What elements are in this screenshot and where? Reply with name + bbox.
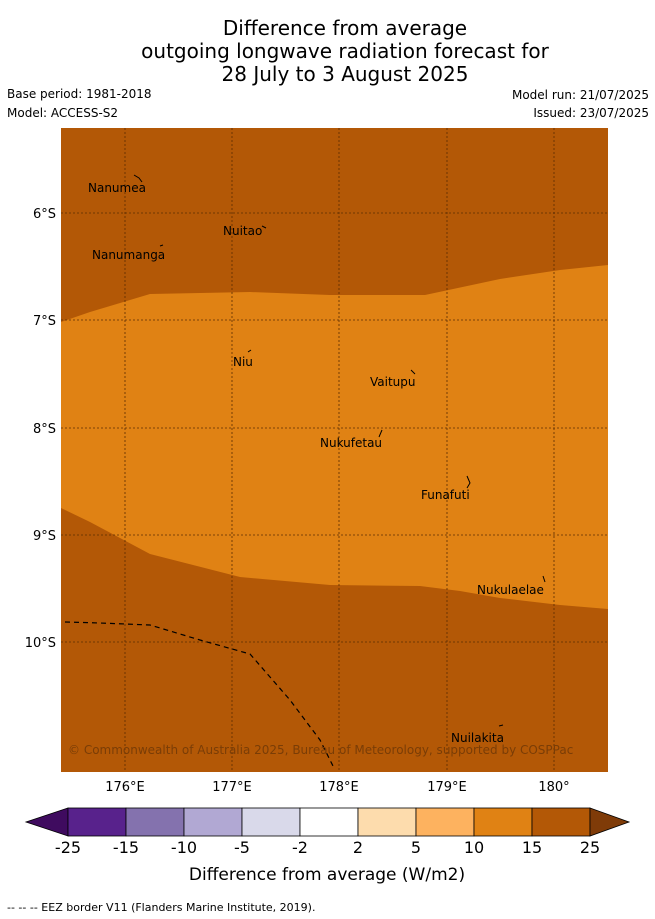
lon-label-176e: 176°E xyxy=(105,780,145,795)
lon-label-180: 180° xyxy=(538,780,569,795)
island-shape-niu xyxy=(247,349,252,353)
island-shape-nuitao xyxy=(261,225,267,229)
colorbar: -25 -15 -10 -5 -2 2 5 10 15 25 xyxy=(24,807,631,857)
island-label-nukulaelae: Nukulaelae xyxy=(477,583,544,597)
copyright-credit: © Commonwealth of Australia 2025, Bureau… xyxy=(68,743,573,757)
island-label-nuitao: Nuitao xyxy=(223,224,262,238)
issued-date: Issued: 23/07/2025 xyxy=(533,106,649,120)
colorbar-tick-label: -10 xyxy=(171,838,197,857)
base-period: Base period: 1981-2018 xyxy=(7,87,152,101)
colorbar-tick-label: -2 xyxy=(292,838,308,857)
island-label-nukufetau: Nukufetau xyxy=(320,436,382,450)
colorbar-tick-label: -25 xyxy=(55,838,81,857)
colorbar-extend-low xyxy=(24,807,69,837)
model-run: Model run: 21/07/2025 xyxy=(511,88,649,102)
colorbar-tick-label: 15 xyxy=(522,838,542,857)
colorbar-swatch xyxy=(357,807,417,837)
colorbar-swatch xyxy=(415,807,475,837)
graticule xyxy=(61,128,608,772)
island-shape-nanumanga xyxy=(159,244,164,247)
island-shape-nukufetau xyxy=(378,429,383,438)
island-label-vaitupu: Vaitupu xyxy=(370,375,416,389)
lon-label-179e: 179°E xyxy=(427,780,467,795)
colorbar-swatch xyxy=(67,807,127,837)
island-label-nanumanga: Nanumanga xyxy=(92,248,165,262)
island-shape-funafuti xyxy=(466,475,471,489)
colorbar-extend-high xyxy=(589,807,631,837)
island-label-nuilakita: Nuilakita xyxy=(451,731,504,745)
lon-label-178e: 178°E xyxy=(319,780,359,795)
colorbar-swatch xyxy=(299,807,359,837)
colorbar-swatch xyxy=(531,807,591,837)
colorbar-tick-label: 25 xyxy=(580,838,600,857)
island-label-niu: Niu xyxy=(233,355,253,369)
island-label-nanumea: Nanumea xyxy=(88,181,146,195)
island-shape-vaitupu xyxy=(410,369,416,375)
eez-legend-note: -- -- -- EEZ border V11 (Flanders Marine… xyxy=(7,901,315,914)
island-shape-nanumea xyxy=(133,174,143,183)
anomaly-band-10-15 xyxy=(61,265,608,609)
colorbar-tick-label: 2 xyxy=(353,838,363,857)
island-label-funafuti: Funafuti xyxy=(421,488,470,502)
lat-label-8s: 8°S xyxy=(33,422,56,437)
eez-border xyxy=(64,621,335,769)
colorbar-swatch xyxy=(183,807,243,837)
colorbar-swatch xyxy=(241,807,301,837)
lat-label-7s: 7°S xyxy=(33,314,56,329)
island-shape-nuilakita xyxy=(498,724,504,727)
model-name: Model: ACCESS-S2 xyxy=(7,106,119,120)
colorbar-swatch xyxy=(473,807,533,837)
island-shape-nukulaelae xyxy=(542,575,546,583)
chart-title: Difference from average outgoing longwav… xyxy=(0,17,655,86)
lat-label-10s: 10°S xyxy=(25,636,56,651)
title-line-1: Difference from average xyxy=(222,16,468,40)
colorbar-swatch xyxy=(125,807,185,837)
colorbar-tick-label: 5 xyxy=(411,838,421,857)
colorbar-tick-label: -5 xyxy=(234,838,250,857)
colorbar-label: Difference from average (W/m2) xyxy=(189,865,465,885)
lat-label-6s: 6°S xyxy=(33,207,56,222)
island-outlines xyxy=(133,174,546,727)
title-line-3: 28 July to 3 August 2025 xyxy=(221,62,469,86)
title-line-2: outgoing longwave radiation forecast for xyxy=(141,39,549,63)
colorbar-tick-label: 10 xyxy=(464,838,484,857)
lat-label-9s: 9°S xyxy=(33,529,56,544)
colorbar-tick-label: -15 xyxy=(113,838,139,857)
lon-label-177e: 177°E xyxy=(212,780,252,795)
